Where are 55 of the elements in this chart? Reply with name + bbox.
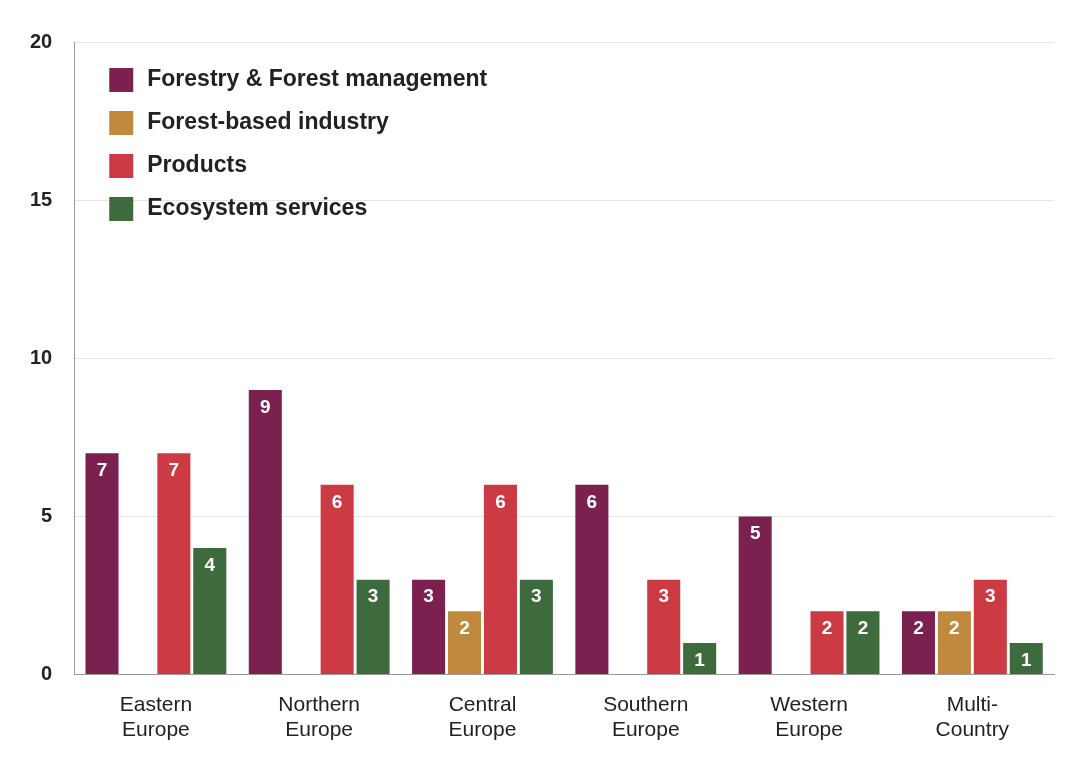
- bar: [810, 611, 844, 675]
- data-label: 3: [423, 585, 434, 607]
- x-tick-label: Central Europe: [448, 692, 517, 741]
- legend-label: Forestry & Forest management: [147, 65, 488, 92]
- bar: [683, 642, 717, 675]
- data-label: 7: [96, 458, 108, 480]
- bar: [412, 579, 446, 675]
- legend-label: Ecosystem services: [147, 194, 368, 221]
- x-tick-label: Eastern Europe: [119, 692, 193, 741]
- data-label: 5: [749, 522, 761, 544]
- y-tick-label: 15: [30, 187, 53, 210]
- bar: [193, 548, 227, 675]
- legend-label: Forest-based industry: [147, 108, 389, 135]
- bar: [846, 611, 880, 675]
- bar: [483, 484, 517, 675]
- bar: [519, 579, 553, 675]
- bar: [447, 611, 482, 675]
- y-tick-label: 10: [30, 345, 53, 368]
- bar: [85, 453, 119, 675]
- bar: [901, 611, 935, 675]
- data-label: 2: [821, 617, 833, 639]
- data-label: 2: [857, 617, 869, 639]
- legend-label: Products: [147, 151, 247, 178]
- x-tick-label: Southern Europe: [603, 692, 689, 741]
- x-tick-label: Northern Europe: [278, 692, 361, 741]
- data-label: 3: [367, 585, 379, 607]
- bar: [356, 579, 390, 675]
- data-label: 4: [204, 553, 216, 575]
- bar: [157, 453, 191, 675]
- y-tick-label: 5: [41, 503, 53, 526]
- data-label: 7: [168, 458, 180, 480]
- bar: [647, 579, 681, 675]
- bar: [1009, 642, 1043, 675]
- bar: [320, 484, 354, 675]
- y-tick-label: 20: [30, 29, 53, 52]
- data-label: 2: [949, 617, 960, 639]
- data-label: 3: [985, 585, 996, 607]
- data-label: 1: [1020, 648, 1032, 670]
- data-label: 2: [459, 617, 470, 639]
- data-label: 6: [331, 490, 343, 512]
- bar: [248, 389, 282, 675]
- bar: [738, 516, 772, 675]
- y-tick-label: 0: [41, 662, 53, 685]
- x-tick-label: Western Europe: [770, 692, 848, 741]
- data-label: 3: [531, 585, 542, 607]
- x-tick-label: Multi-Country: [935, 692, 1010, 741]
- data-label: 6: [495, 490, 506, 512]
- data-label: 1: [694, 648, 706, 670]
- data-label: 9: [260, 395, 271, 417]
- bar: [575, 484, 609, 675]
- data-label: 6: [586, 490, 598, 512]
- bar: [937, 611, 971, 675]
- data-label: 2: [913, 617, 924, 639]
- data-label: 3: [658, 585, 670, 607]
- bar: [973, 579, 1007, 675]
